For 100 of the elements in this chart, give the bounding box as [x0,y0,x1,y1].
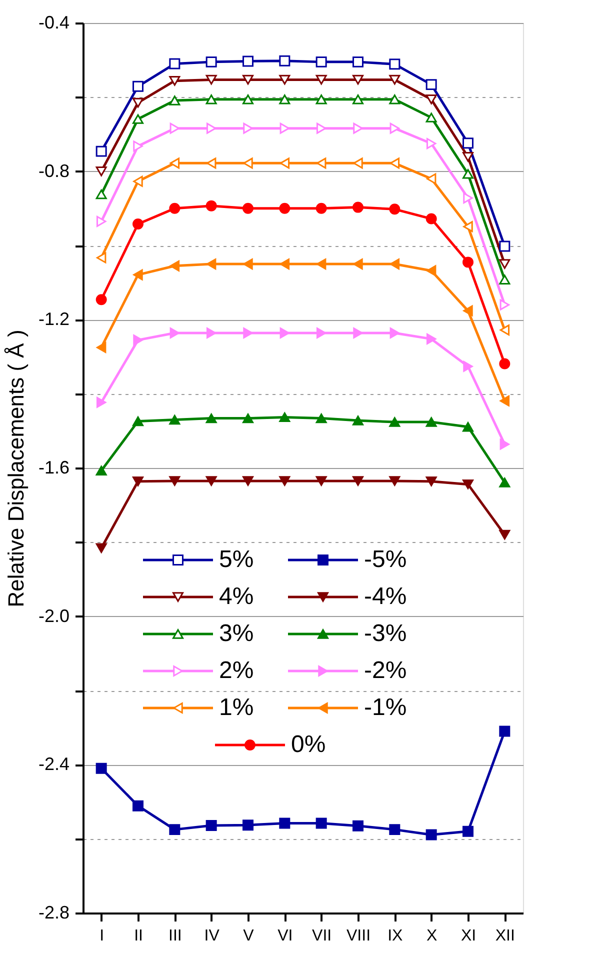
point [243,158,253,169]
x-tick-label: I [100,928,104,944]
point [353,158,363,169]
point [426,138,436,150]
x-tick-label: XI [460,928,476,944]
point [206,476,217,486]
y-axis-title: Relative Displacements ( Å ) [3,330,28,608]
point [132,416,144,426]
legend-label: 5% [219,546,254,573]
point [279,55,290,66]
point [316,328,326,339]
point [169,96,180,106]
y-tick-label: -2.8 [38,902,70,922]
point [279,412,290,422]
point [499,274,510,284]
x-tick-label: VI [278,928,293,944]
x-tick-label: XII [495,928,515,944]
point [280,158,290,169]
point [352,820,364,832]
legend-label: 1% [219,694,254,721]
x-tick-label: III [168,928,182,944]
point [170,328,180,339]
point [133,176,143,187]
point [390,122,400,134]
point [316,122,326,134]
point [462,826,474,837]
point [389,417,400,427]
point [500,395,510,406]
point [352,74,364,85]
point [426,94,437,104]
point [463,192,473,204]
point [499,726,510,737]
point [426,333,436,344]
point [463,360,473,372]
x-tick-label: VIII [346,928,371,944]
point [462,422,474,432]
point [389,476,400,486]
point [206,56,217,68]
point [243,328,253,339]
point [279,818,290,829]
point [462,169,474,179]
point [426,829,437,840]
point [206,122,216,134]
point [170,158,180,169]
point [390,328,400,339]
point [96,189,107,200]
y-tick-label: -2.4 [38,754,70,774]
point [499,240,510,252]
point [462,479,474,490]
point [206,328,216,339]
point [316,258,326,270]
point [132,80,144,92]
point [96,466,107,476]
x-tick-label: IX [388,928,404,944]
legend-label: -5% [364,546,407,573]
point [353,258,363,270]
point [499,478,510,488]
point [389,94,400,104]
point [169,202,180,214]
point [96,396,106,408]
point [169,476,180,486]
point [426,265,436,276]
legend-label: -4% [364,583,407,610]
point [242,820,254,831]
point [206,258,216,270]
point [500,438,510,450]
x-tick-label: X [426,928,438,944]
point [169,414,180,425]
point [316,74,327,85]
point [426,417,437,427]
point [316,202,327,214]
point [96,543,107,553]
point [243,258,253,270]
point [96,342,106,353]
point [242,74,254,85]
point [133,334,143,346]
x-tick-label: IV [204,928,220,944]
point [316,413,327,424]
x-tick-label: II [134,928,143,944]
point [499,259,510,269]
point [169,58,180,70]
point [316,476,327,486]
point [426,112,437,122]
point [352,202,364,213]
point [352,476,364,486]
point [242,413,254,424]
point [500,324,510,336]
point [280,328,290,339]
point [132,114,144,124]
point [426,79,437,90]
legend-label: -3% [364,620,407,647]
point [352,56,364,68]
point [206,413,217,424]
point [96,216,106,227]
y-tick-label: -0.4 [38,12,70,32]
point [352,416,364,426]
legend-label: 3% [219,620,254,647]
x-tick-label: V [243,928,254,944]
point [353,122,363,134]
point [242,476,254,486]
